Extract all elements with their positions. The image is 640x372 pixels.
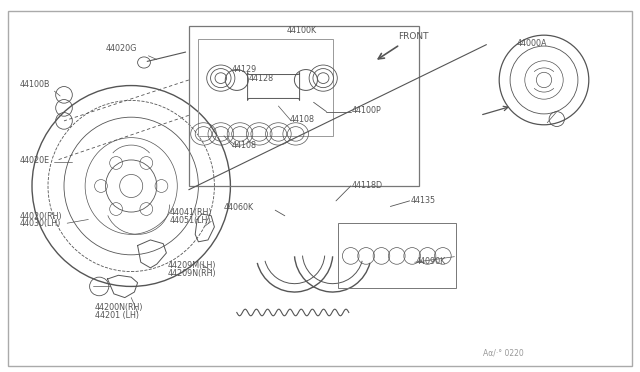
Text: 44051(LH): 44051(LH)	[170, 216, 211, 225]
Text: 44100P: 44100P	[352, 106, 381, 115]
Text: 44100B: 44100B	[19, 80, 50, 89]
Bar	[189, 26, 419, 186]
Text: 44041(RH): 44041(RH)	[170, 208, 212, 217]
Text: 44200N(RH): 44200N(RH)	[95, 303, 143, 312]
Text: 44020(RH): 44020(RH)	[19, 212, 62, 221]
Text: 44209N(RH): 44209N(RH)	[168, 269, 216, 278]
Text: 44108: 44108	[232, 141, 257, 150]
Text: Aα/·° 0220: Aα/·° 0220	[483, 348, 524, 357]
Text: 44129: 44129	[232, 65, 257, 74]
Bar	[338, 223, 456, 288]
Text: 44135: 44135	[411, 196, 436, 205]
Text: 44201 (LH): 44201 (LH)	[95, 311, 139, 320]
Text: 44090K: 44090K	[416, 257, 446, 266]
Text: FRONT: FRONT	[398, 32, 429, 41]
Text: 44118D: 44118D	[352, 181, 383, 190]
Text: 44108: 44108	[289, 115, 314, 124]
Text: 44209M(LH): 44209M(LH)	[168, 262, 216, 270]
Bar	[198, 39, 333, 136]
Text: 44020G: 44020G	[106, 44, 137, 53]
Text: 44000A: 44000A	[517, 39, 548, 48]
Text: 44030(LH): 44030(LH)	[19, 219, 61, 228]
Text: 44060K: 44060K	[224, 203, 254, 212]
Text: 44020E: 44020E	[19, 156, 49, 165]
Text: 44128: 44128	[248, 74, 273, 83]
Text: 44100K: 44100K	[287, 26, 317, 35]
